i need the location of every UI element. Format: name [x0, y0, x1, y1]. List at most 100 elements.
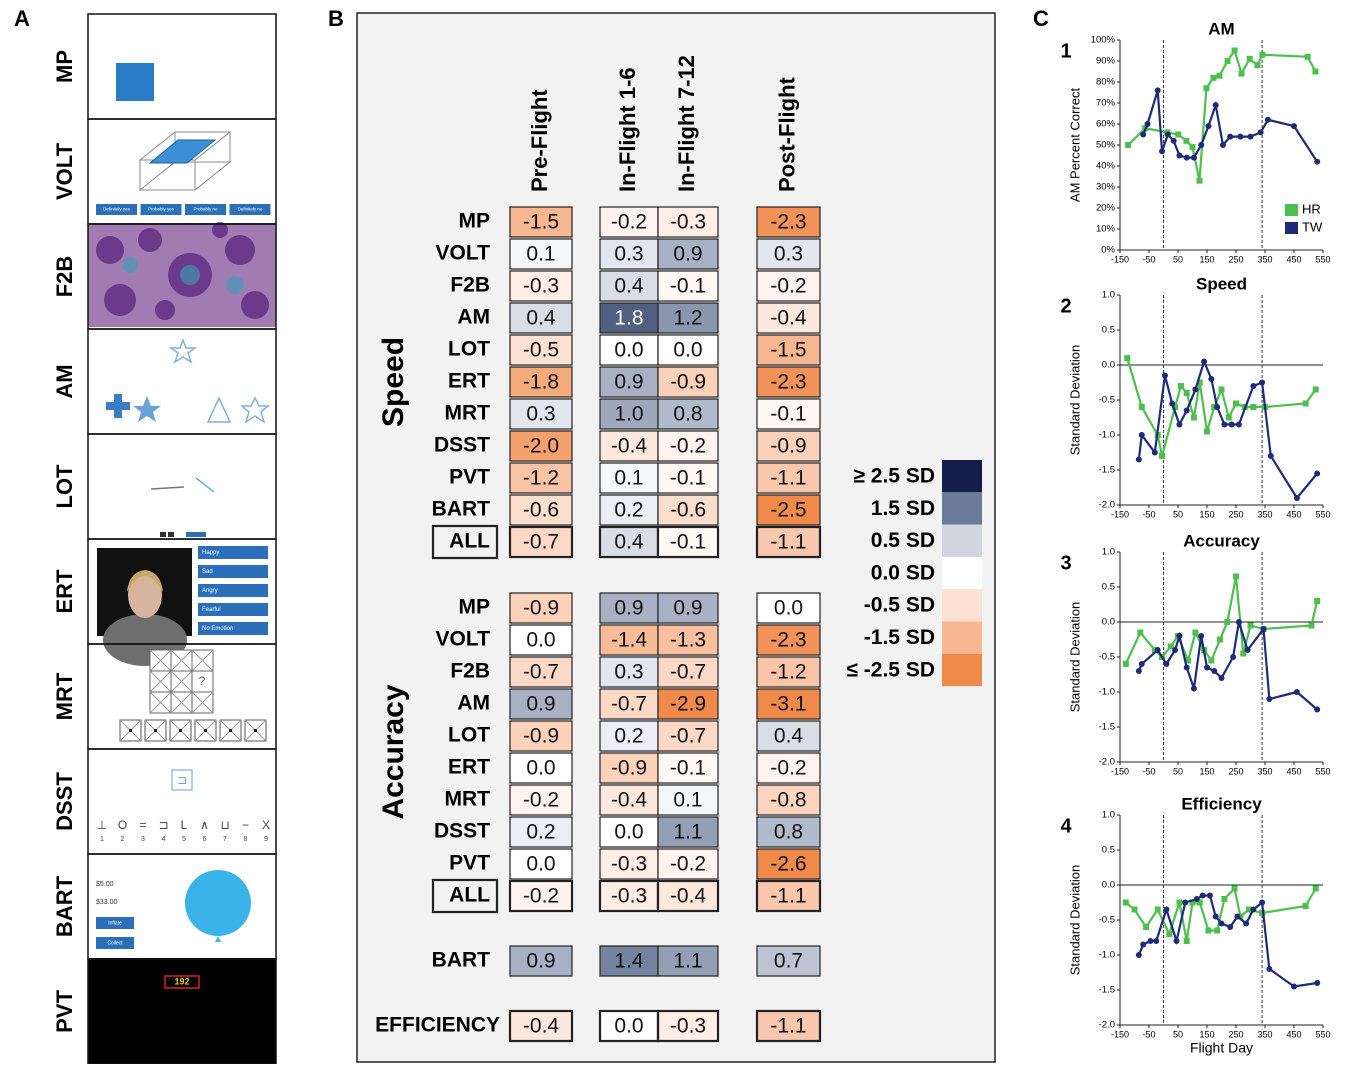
column-header: Pre-Flight [527, 89, 552, 192]
cell-value: 0.3 [614, 661, 643, 684]
data-point [1313, 387, 1319, 393]
lot-lines [151, 478, 214, 537]
pvt-screen [88, 958, 276, 1064]
cell-value: 0.9 [526, 950, 555, 973]
data-point [1124, 355, 1130, 361]
data-point [1139, 404, 1145, 410]
data-point [1205, 123, 1211, 129]
data-point [1147, 938, 1153, 944]
dsst-symbol: L [181, 818, 188, 832]
data-point [1184, 155, 1190, 161]
y-tick-label: -1.5 [1099, 722, 1115, 733]
row-label: PVT [449, 466, 490, 489]
data-point [1233, 574, 1239, 580]
data-point [1125, 142, 1131, 148]
column-header: Post-Flight [774, 76, 799, 192]
data-point [1314, 598, 1320, 604]
data-point [1166, 931, 1172, 937]
task-label: ERT [52, 569, 77, 614]
data-point [1165, 132, 1171, 138]
cell-value: -1.2 [523, 467, 559, 490]
data-point [1308, 623, 1314, 629]
dsst-number: 1 [100, 836, 104, 843]
y-tick-label: 1.0 [1102, 810, 1115, 821]
legend-label: -0.5 SD [864, 594, 935, 617]
x-tick-label: 450 [1286, 1029, 1301, 1039]
legend-label: 0.0 SD [871, 561, 935, 584]
data-point [1250, 383, 1256, 389]
cell-value: -0.8 [770, 789, 806, 812]
data-point [1191, 415, 1197, 421]
page: AMPVOLTF2BAMLOTERTMRTDSSTBARTPVTDefinite… [0, 0, 1345, 1064]
cell-value: 0.9 [526, 693, 555, 716]
x-tick-label: 350 [1257, 766, 1272, 776]
cell-value: 0.3 [526, 403, 555, 426]
row-label: VOLT [436, 628, 491, 651]
legend-swatch [1285, 204, 1298, 216]
data-point [1176, 422, 1182, 428]
cell-value: -0.9 [523, 725, 559, 748]
task-label: VOLT [52, 142, 77, 200]
cell-value: -0.2 [523, 885, 559, 908]
figure: AMPVOLTF2BAMLOTERTMRTDSSTBARTPVTDefinite… [0, 0, 1345, 1064]
cell-value: 0.1 [614, 467, 643, 490]
cell-value: -1.3 [670, 629, 706, 652]
data-point [1169, 401, 1175, 407]
x-tick-label: 50 [1173, 254, 1183, 264]
task-label: F2B [52, 256, 77, 298]
mrt-missing: ? [199, 674, 206, 688]
cell-value: 1.8 [614, 307, 643, 330]
legend-swatch [942, 557, 982, 589]
x-tick-label: 50 [1173, 509, 1183, 519]
data-point [1152, 450, 1158, 456]
x-tick-label: -50 [1142, 509, 1155, 519]
data-point [1250, 907, 1256, 913]
y-tick-label: 80% [1096, 77, 1116, 88]
data-point [1190, 144, 1196, 150]
mrt-dot [204, 729, 207, 732]
data-point [1221, 422, 1227, 428]
data-point [1259, 52, 1265, 58]
legend-swatch [1285, 222, 1298, 234]
cell-value: 1.0 [614, 403, 643, 426]
task-label: LOT [52, 464, 77, 509]
x-tick-label: -150 [1111, 766, 1129, 776]
data-point [1230, 654, 1236, 660]
data-point [1140, 132, 1146, 138]
x-tick-label: 250 [1228, 509, 1243, 519]
cell-value: -3.1 [770, 693, 806, 716]
legend-label: 1.5 SD [871, 497, 935, 520]
y-tick-label: -1.0 [1099, 950, 1115, 961]
data-point [1236, 619, 1242, 625]
column-header: In-Flight 1-6 [615, 67, 640, 192]
data-point [1217, 637, 1223, 643]
x-tick-label: 250 [1228, 1029, 1243, 1039]
data-point [1204, 429, 1210, 435]
chart-title: Efficiency [1181, 794, 1262, 813]
data-point [1245, 647, 1251, 653]
x-tick-label: 450 [1286, 509, 1301, 519]
y-tick-label: 0.0 [1102, 360, 1115, 371]
volt-button-label: Probably yes [148, 207, 175, 212]
row-label: BART [432, 949, 490, 972]
bart-balloon [185, 870, 251, 936]
data-point [1210, 75, 1216, 81]
data-point [1266, 966, 1272, 972]
data-point [1155, 907, 1161, 913]
cell-value: 0.4 [526, 307, 556, 330]
data-point [1171, 138, 1177, 144]
x-tick-label: -50 [1142, 254, 1155, 264]
data-point [1265, 117, 1271, 123]
y-tick-label: -0.5 [1099, 395, 1115, 406]
cell-value: -0.2 [770, 757, 806, 780]
data-point [1221, 896, 1227, 902]
x-tick-label: -150 [1111, 509, 1129, 519]
cell-value: 0.2 [614, 499, 643, 522]
x-tick-label: 250 [1228, 766, 1243, 776]
x-tick-label: 150 [1199, 766, 1214, 776]
data-point [1136, 952, 1142, 958]
task-label: DSST [52, 772, 77, 831]
y-tick-label: 20% [1096, 203, 1116, 214]
data-point [1204, 665, 1210, 671]
data-point [1191, 155, 1197, 161]
